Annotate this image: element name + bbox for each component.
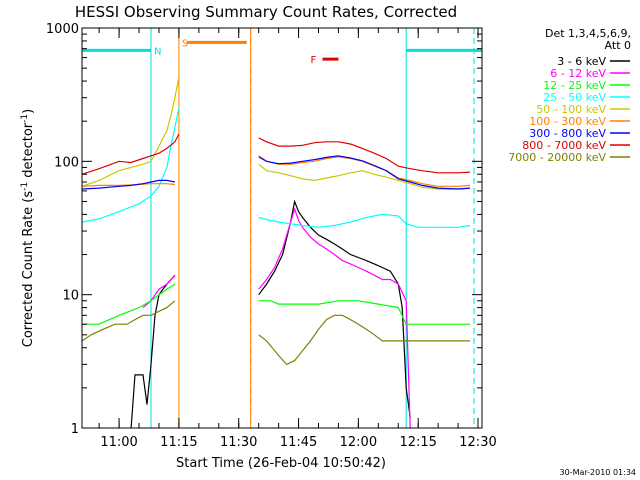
x-tick-label: 11:45 (280, 435, 317, 450)
x-axis-label: Start Time (26-Feb-04 10:50:42) (176, 456, 386, 471)
y-axis-label-sup1: -1 (20, 182, 30, 191)
x-tick-label: 12:00 (340, 435, 377, 450)
night-flag-label: N (154, 46, 161, 57)
series-line-3 (81, 108, 180, 223)
legend-label: 7000 - 20000 keV (508, 151, 606, 164)
footer-date: 30-Mar-2010 01:34 (560, 468, 637, 477)
legend-label: 3 - 6 keV (557, 55, 606, 68)
y-tick-label: 10 (62, 289, 79, 304)
y-axis-label-mid: detector (21, 122, 36, 182)
y-axis: 1 10 100 1000 (46, 22, 482, 437)
x-tick-label: 12:30 (459, 435, 496, 450)
x-tick-label: 11:30 (220, 435, 257, 450)
x-axis: 11:00 11:15 11:30 11:45 12:00 12:15 12:30 (98, 28, 497, 450)
legend-label: 50 - 100 keV (536, 103, 606, 116)
flare-flag-label: F (310, 55, 316, 66)
series-line-2 (258, 300, 470, 325)
series-line-8 (258, 314, 470, 366)
legend-label: 25 - 50 keV (543, 91, 606, 104)
series-line-8 (81, 300, 176, 342)
legend-header: Att 0 (605, 39, 631, 52)
legend-label: 6 - 12 keV (550, 67, 606, 80)
series-line-6 (258, 155, 471, 190)
y-tick-label: 100 (54, 155, 79, 170)
y-axis-label-end: ) (21, 109, 36, 114)
x-tick-label: 12:15 (399, 435, 436, 450)
plot-area: N S F (81, 28, 482, 429)
plot-frame (81, 27, 483, 429)
x-tick-label: 11:00 (100, 435, 137, 450)
series-line-7 (258, 137, 471, 174)
series-line-7 (81, 133, 180, 175)
y-tick-label: 1 (71, 422, 79, 437)
legend-header: Det 1,3,4,5,6,9, (545, 27, 631, 40)
series-line-1 (142, 274, 176, 309)
series-line-1 (258, 206, 411, 429)
legend-label: 800 - 7000 keV (522, 139, 606, 152)
legend-label: 300 - 800 keV (529, 127, 606, 140)
series-line-6 (81, 179, 176, 190)
series-line-0 (258, 199, 411, 418)
chart-title: HESSI Observing Summary Count Rates, Cor… (75, 3, 457, 21)
series-line-4 (258, 163, 471, 190)
series-line-3 (258, 213, 471, 228)
series-line-2 (82, 283, 176, 325)
y-axis-label-main: Corrected Count Rate (s (21, 191, 36, 348)
legend-label: 100 - 300 keV (529, 115, 606, 128)
saa-flag-label: S (182, 38, 188, 49)
x-tick-label: 11:15 (160, 435, 197, 450)
series-line-4 (81, 76, 180, 187)
y-axis-label-sup2: -1 (20, 114, 30, 123)
y-tick-label: 1000 (46, 22, 79, 37)
y-axis-label: Corrected Count Rate (s-1 detector-1) (20, 109, 36, 347)
legend-label: 12 - 25 keV (543, 79, 606, 92)
